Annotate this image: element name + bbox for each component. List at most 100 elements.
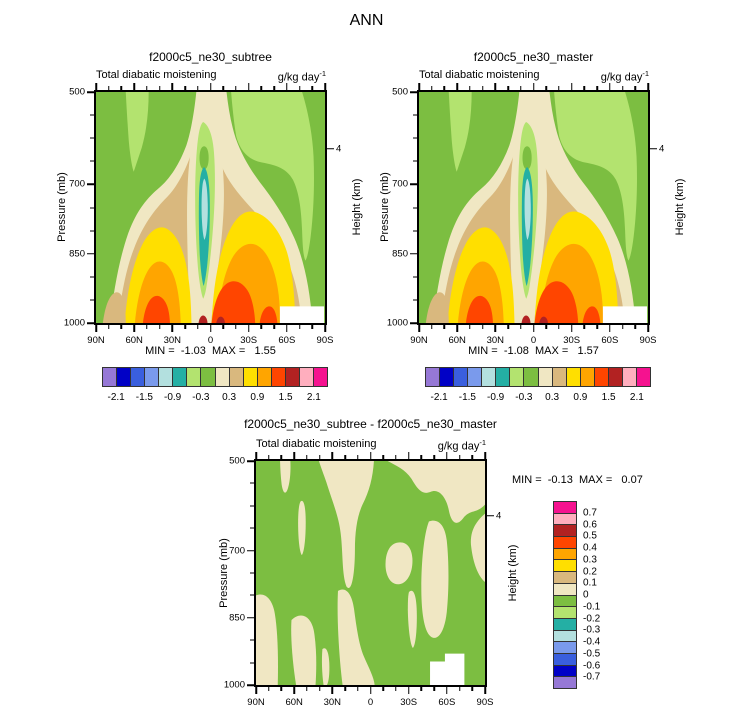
x-minor-tick [267, 455, 270, 459]
height-tick-label: 4 [336, 143, 342, 155]
x-minor-tick [430, 325, 433, 329]
contour-field [419, 92, 648, 323]
colorbar-subtree: -2.1 -1.5 -0.9 -0.3 0.3 0.9 1.5 2.1 [102, 367, 328, 407]
colorbar-tick-label: 0.9 [250, 392, 265, 403]
x-tick-label: 0 [207, 335, 214, 346]
x-minor-tick [395, 455, 397, 459]
x-tick [494, 83, 497, 90]
units-label: g/kg day-1 [437, 438, 486, 453]
colorbar-segment [554, 548, 576, 561]
colorbar-tick-label: -0.6 [583, 660, 601, 671]
colorbar-tick-label: 0.4 [583, 542, 597, 554]
colorbar-segment [313, 368, 327, 386]
colorbar-segment [201, 368, 216, 386]
pressure-tick [410, 322, 417, 324]
x-tick-label: 90N [87, 335, 105, 346]
pressure-tick-label: 700 [69, 178, 85, 190]
colorbar-segment [538, 368, 553, 386]
pressure-minor-tick [90, 230, 94, 232]
colorbar-segment [594, 368, 609, 386]
x-minor-tick [107, 325, 110, 329]
x-tick-label: 30S [563, 335, 581, 346]
subtitle-row: Total diabatic moistening g/kg day-1 [419, 69, 649, 84]
x-minor-tick [433, 455, 435, 459]
pressure-tick-label: 1000 [223, 679, 245, 691]
contour-plot-master: 90N 60N 30N 0 30S 60S 90S 500 700 850 1000 4 [387, 83, 664, 346]
colorbar-tick-label: -0.9 [164, 392, 182, 403]
x-minor-tick [558, 325, 560, 329]
x-tick [609, 325, 611, 332]
x-minor-tick [583, 325, 586, 329]
x-minor-tick [634, 325, 637, 329]
x-minor-tick [420, 455, 423, 459]
colorbar-segments [102, 367, 328, 387]
x-tick [247, 83, 250, 90]
colorbar-segment [510, 368, 525, 386]
pressure-tick [410, 252, 417, 255]
x-minor-tick [120, 325, 123, 329]
colorbar-tick-label: -0.7 [583, 671, 601, 683]
x-tick-label: 60N [125, 335, 143, 346]
contour-plot-subtree: 90N 60N 30N 0 30S 60S 90S 500 700 850 1000 4 [64, 83, 341, 346]
x-tick-label: 30S [400, 697, 418, 708]
subtitle-row: Total diabatic moistening g/kg day-1 [96, 69, 326, 84]
x-minor-tick [596, 86, 598, 90]
colorbar-segment [468, 368, 483, 386]
colorbar-segment [215, 368, 230, 386]
colorbar-tick-label: 0.7 [583, 507, 597, 519]
colorbar-segment [173, 368, 188, 386]
x-minor-tick [357, 687, 359, 691]
x-minor-tick [520, 86, 522, 90]
pressure-minor-tick [413, 230, 417, 232]
colorbar-tick-label: -0.2 [583, 613, 601, 624]
colorbar-segment [103, 368, 118, 386]
x-minor-tick [382, 455, 384, 459]
colorbar-tick-label: -2.1 [107, 392, 125, 403]
contour-field [256, 461, 485, 685]
x-tick [484, 687, 486, 694]
colorbar-segment [608, 368, 623, 386]
pressure-minor-tick [413, 160, 417, 162]
pressure-minor-tick [250, 662, 254, 664]
season-title: ANN [349, 12, 384, 29]
colorbar-tick-label: -0.3 [515, 392, 533, 403]
x-minor-tick [260, 325, 263, 329]
x-minor-tick [545, 86, 547, 90]
x-tick-label: 60S [601, 335, 619, 346]
panel-title-difference: f2000c5_ne30_subtree - f2000c5_ne30_mast… [244, 417, 497, 431]
colorbar-segment [257, 368, 272, 386]
x-tick-label: 30N [323, 697, 342, 708]
colorbar-tick-label: 2.1 [306, 392, 321, 403]
colorbar-segment [271, 368, 286, 386]
colorbar-segment [554, 583, 576, 596]
pressure-axis-title: Pressure (mb) [379, 172, 391, 242]
x-minor-tick [596, 325, 598, 329]
x-minor-tick [583, 86, 586, 90]
colorbar-segment [580, 368, 595, 386]
pressure-tick [247, 549, 254, 552]
pressure-axis-title: Pressure (mb) [218, 538, 230, 608]
colorbar-tick-label: 0.3 [583, 554, 597, 566]
x-tick [369, 452, 372, 459]
colorbar-tick-label: -0.9 [487, 392, 505, 403]
colorbar-tick-label: 1.5 [278, 392, 293, 403]
x-tick [418, 83, 420, 90]
x-tick [570, 325, 573, 332]
variable-label: Total diabatic moistening [96, 69, 217, 81]
pressure-tick-label: 1000 [386, 317, 408, 329]
x-tick-label: 0 [530, 335, 537, 346]
colorbar-tick-label: 0.3 [545, 392, 560, 403]
x-minor-tick [433, 687, 435, 691]
x-tick [293, 452, 295, 459]
pressure-minor-tick [90, 276, 94, 278]
x-minor-tick [458, 687, 461, 691]
x-minor-tick [469, 86, 471, 90]
colorbar-segment [554, 677, 576, 688]
x-minor-tick [197, 325, 199, 329]
x-tick-label: 90S [476, 697, 494, 708]
pressure-tick [247, 684, 254, 686]
units-label: g/kg day-1 [600, 69, 649, 84]
pressure-minor-tick [250, 572, 254, 574]
colorbar-tick-label: 1.5 [601, 392, 616, 403]
